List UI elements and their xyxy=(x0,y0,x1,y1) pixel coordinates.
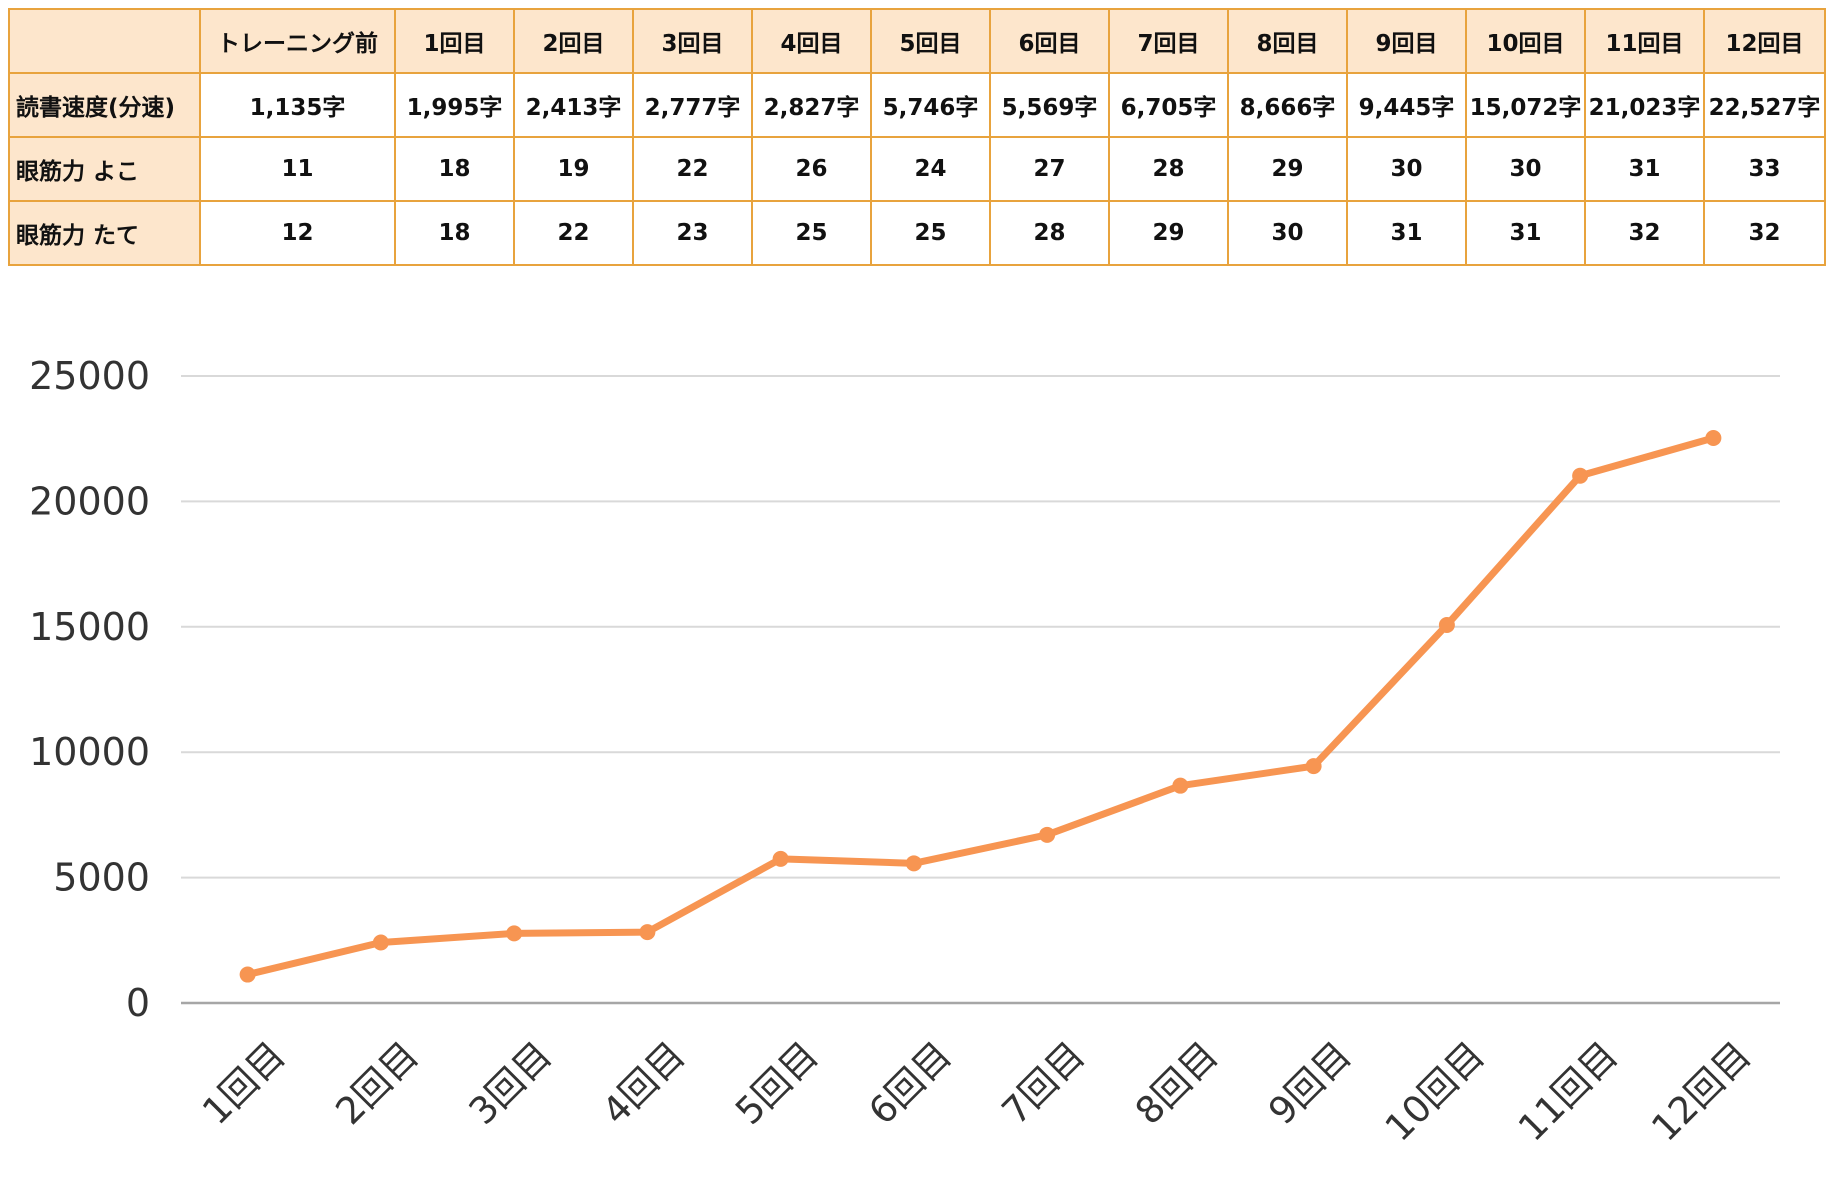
data-point xyxy=(1438,616,1455,633)
x-tick-label: 9回目 xyxy=(1260,1034,1359,1133)
y-tick-label: 20000 xyxy=(29,479,150,523)
table-cell: 22 xyxy=(632,136,753,202)
x-tick-label: 8回目 xyxy=(1127,1034,1226,1133)
table-column-header: 7回目 xyxy=(1108,8,1229,74)
table-cell: 25 xyxy=(751,200,872,266)
table-row-label: 眼筋力 よこ xyxy=(8,136,201,202)
table-cell: 2,777字 xyxy=(632,72,753,138)
data-point xyxy=(1305,758,1322,775)
table-cell: 30 xyxy=(1465,136,1586,202)
data-point xyxy=(239,966,256,983)
table-cell: 21,023字 xyxy=(1584,72,1705,138)
table-cell: 30 xyxy=(1346,136,1467,202)
table-cell: 29 xyxy=(1108,200,1229,266)
series-layer xyxy=(239,430,1722,983)
data-point xyxy=(1039,826,1056,843)
x-tick-label: 11回目 xyxy=(1510,1034,1626,1150)
table-cell: 11 xyxy=(199,136,396,202)
series-line xyxy=(244,434,1717,979)
table-cell: 28 xyxy=(989,200,1110,266)
table-cell: 1,995字 xyxy=(394,72,515,138)
table-row-label: 眼筋力 たて xyxy=(8,200,201,266)
table-cell: 2,413字 xyxy=(513,72,634,138)
table-cell: 18 xyxy=(394,136,515,202)
table-column-header: 11回目 xyxy=(1584,8,1705,74)
table-corner-cell xyxy=(8,8,201,74)
table-column-header: トレーニング前 xyxy=(199,8,396,74)
table-cell: 31 xyxy=(1584,136,1705,202)
table-column-header: 9回目 xyxy=(1346,8,1467,74)
table-column-header: 2回目 xyxy=(513,8,634,74)
table-column-header: 3回目 xyxy=(632,8,753,74)
table-cell: 25 xyxy=(870,200,991,266)
data-point xyxy=(372,934,389,951)
x-tick-label: 7回目 xyxy=(994,1034,1093,1133)
data-point xyxy=(772,850,789,867)
table-row: 眼筋力 よこ 11 18 19 22 26 24 27 28 29 30 30 31 33 xyxy=(8,136,1826,202)
y-tick-label: 25000 xyxy=(29,354,150,398)
grid-lines xyxy=(181,375,1780,1005)
y-tick-label: 10000 xyxy=(29,730,150,774)
table-cell: 5,569字 xyxy=(989,72,1110,138)
table-cell: 28 xyxy=(1108,136,1229,202)
table-cell: 19 xyxy=(513,136,634,202)
x-tick-label: 6回目 xyxy=(860,1034,959,1133)
data-point xyxy=(506,925,523,942)
x-tick-label: 5回目 xyxy=(727,1034,826,1133)
table-cell: 33 xyxy=(1703,136,1826,202)
data-point xyxy=(1572,467,1589,484)
data-point xyxy=(1172,777,1189,794)
table-cell: 29 xyxy=(1227,136,1348,202)
x-tick-label: 2回目 xyxy=(327,1034,426,1133)
data-point xyxy=(639,924,656,941)
data-point xyxy=(1705,430,1722,447)
table-row: 読書速度(分速) 1,135字 1,995字 2,413字 2,777字 2,827字 5,… xyxy=(8,72,1826,138)
table-cell: 8,666字 xyxy=(1227,72,1348,138)
table-cell: 32 xyxy=(1703,200,1826,266)
table-column-header: 12回目 xyxy=(1703,8,1826,74)
table-row-label: 読書速度(分速) xyxy=(8,72,201,138)
table-cell: 22,527字 xyxy=(1703,72,1826,138)
table-row: 眼筋力 たて 12 18 22 23 25 25 28 29 30 31 31 32 32 xyxy=(8,200,1826,266)
table-cell: 31 xyxy=(1346,200,1467,266)
table-cell: 26 xyxy=(751,136,872,202)
y-tick-label: 5000 xyxy=(53,856,150,900)
table-cell: 31 xyxy=(1465,200,1586,266)
x-tick-labels: 1回目 2回目 3回目 4回目 5回目 6回目 7回目 8回目 9回目 10回目 11回目 12回目 xyxy=(194,1034,1759,1150)
x-tick-label: 10回目 xyxy=(1377,1034,1493,1150)
table-cell: 15,072字 xyxy=(1465,72,1586,138)
table-cell: 27 xyxy=(989,136,1110,202)
x-tick-label: 3回目 xyxy=(461,1034,560,1133)
table-header-row: トレーニング前 1回目 2回目 3回目 4回目 5回目 6回目 7回目 8回目 9回目 10回目 11… xyxy=(8,8,1826,74)
table-cell: 6,705字 xyxy=(1108,72,1229,138)
y-tick-label: 15000 xyxy=(29,605,150,649)
table-cell: 22 xyxy=(513,200,634,266)
data-table: トレーニング前 1回目 2回目 3回目 4回目 5回目 6回目 7回目 8回目 9回目 10回目 11… xyxy=(8,8,1826,266)
table-cell: 12 xyxy=(199,200,396,266)
table-cell: 32 xyxy=(1584,200,1705,266)
table-column-header: 4回目 xyxy=(751,8,872,74)
line-chart: 0 5000 10000 15000 20000 25000 1回目 2回目 3回目 4回目 5回… xyxy=(29,354,1780,1150)
table-column-header: 10回目 xyxy=(1465,8,1586,74)
x-tick-label: 4回目 xyxy=(594,1034,693,1133)
table-cell: 23 xyxy=(632,200,753,266)
table-cell: 2,827字 xyxy=(751,72,872,138)
table-cell: 24 xyxy=(870,136,991,202)
table-column-header: 6回目 xyxy=(989,8,1110,74)
x-tick-label: 1回目 xyxy=(194,1034,293,1133)
table-cell: 18 xyxy=(394,200,515,266)
table-column-header: 5回目 xyxy=(870,8,991,74)
table-cell: 1,135字 xyxy=(199,72,396,138)
y-tick-label: 0 xyxy=(126,981,150,1025)
x-tick-label: 12回目 xyxy=(1643,1034,1759,1150)
y-tick-labels: 0 5000 10000 15000 20000 25000 xyxy=(29,354,150,1025)
table-column-header: 1回目 xyxy=(394,8,515,74)
data-point xyxy=(905,855,922,872)
table-cell: 5,746字 xyxy=(870,72,991,138)
table-column-header: 8回目 xyxy=(1227,8,1348,74)
table-cell: 30 xyxy=(1227,200,1348,266)
table-cell: 9,445字 xyxy=(1346,72,1467,138)
